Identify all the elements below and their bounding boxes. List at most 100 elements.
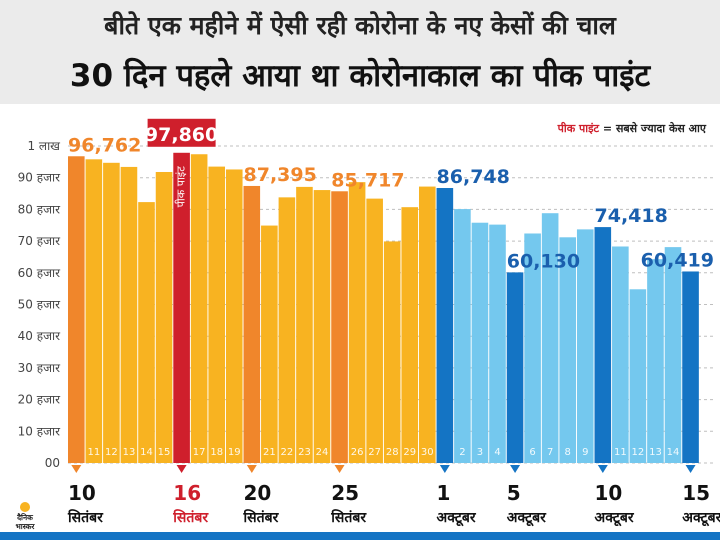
bar-date-label: 30 bbox=[421, 447, 434, 458]
bar bbox=[471, 222, 489, 463]
bar-date-label: 17 bbox=[193, 447, 206, 458]
bar-chart: 00 10 हजार 20 हजार 30 हजार 40 हजार 50 हजार 60 … bbox=[18, 118, 720, 527]
bar bbox=[647, 259, 664, 463]
value-label: 96,762 bbox=[68, 134, 141, 156]
bar-date-label: 21 bbox=[263, 447, 276, 458]
y-tick-label: 60 हजार bbox=[18, 266, 61, 280]
chart-title: बीते एक महीने में ऐसी रही कोरोना के नए क… bbox=[104, 11, 616, 40]
bar bbox=[120, 166, 138, 463]
x-month-label: सितंबर bbox=[172, 509, 209, 526]
bar-date-label: 26 bbox=[351, 447, 364, 458]
bar bbox=[506, 272, 524, 463]
bar bbox=[138, 202, 155, 463]
y-tick-label: 1 लाख bbox=[27, 139, 60, 153]
bar bbox=[489, 224, 506, 463]
x-month-label: अक्टूबर bbox=[507, 510, 547, 527]
date-marker bbox=[246, 465, 257, 473]
bar-date-label: 29 bbox=[403, 447, 416, 458]
value-label: 86,748 bbox=[437, 166, 510, 188]
date-marker bbox=[439, 465, 450, 473]
bar-date-label: 12 bbox=[105, 447, 118, 458]
value-label: 87,395 bbox=[244, 164, 317, 186]
value-label: 74,418 bbox=[595, 205, 668, 227]
bar bbox=[103, 162, 120, 463]
bar-date-label: 8 bbox=[565, 447, 571, 458]
bar bbox=[576, 229, 594, 463]
bar bbox=[612, 246, 629, 463]
bar bbox=[524, 233, 541, 463]
bar bbox=[225, 169, 243, 463]
bar-date-label: 11 bbox=[614, 447, 627, 458]
bar-date-label: 15 bbox=[158, 447, 171, 458]
x-date-label: 5 bbox=[507, 481, 521, 505]
bar bbox=[348, 182, 366, 463]
chart-subtitle: 30 दिन पहले आया था कोरोनाकाल का पीक पाइं… bbox=[69, 58, 651, 94]
bar-date-label: 4 bbox=[494, 447, 500, 458]
bar-date-label: 24 bbox=[316, 447, 329, 458]
date-marker bbox=[176, 465, 187, 473]
peak-value-box bbox=[147, 118, 216, 147]
y-tick-label: 30 हजार bbox=[18, 361, 61, 375]
bar-date-label: 7 bbox=[547, 447, 553, 458]
date-marker bbox=[334, 465, 345, 473]
bar-date-label: 28 bbox=[386, 447, 399, 458]
bar bbox=[541, 213, 559, 463]
bar bbox=[629, 289, 647, 463]
bar bbox=[436, 188, 454, 463]
x-date-label: 20 bbox=[244, 481, 272, 505]
bar-date-label: 27 bbox=[368, 447, 381, 458]
bar bbox=[419, 186, 436, 463]
bar bbox=[261, 225, 278, 463]
bar bbox=[68, 156, 85, 463]
bar bbox=[401, 207, 419, 463]
bar-date-label: 23 bbox=[298, 447, 311, 458]
logo-text-line1: दैनिक bbox=[16, 513, 34, 522]
bar bbox=[313, 190, 331, 464]
bar bbox=[278, 197, 296, 463]
date-marker bbox=[510, 465, 521, 473]
bar-date-label: 13 bbox=[123, 447, 136, 458]
bar-date-label: 3 bbox=[477, 447, 483, 458]
y-tick-label: 40 हजार bbox=[18, 329, 61, 343]
bar-date-label: 18 bbox=[210, 447, 223, 458]
value-label: 60,419 bbox=[641, 249, 714, 271]
date-marker bbox=[597, 465, 608, 473]
bar-date-label: 9 bbox=[582, 447, 588, 458]
bar bbox=[155, 171, 173, 463]
date-marker bbox=[71, 465, 82, 473]
bar bbox=[664, 247, 682, 463]
value-label: 60,130 bbox=[507, 250, 580, 272]
brand-logo: दैनिक भास्कर bbox=[16, 502, 35, 531]
date-marker bbox=[685, 465, 696, 473]
bar-date-label: 14 bbox=[140, 447, 153, 458]
bar bbox=[366, 198, 383, 463]
y-tick-label: 70 हजार bbox=[18, 234, 61, 248]
bar-date-label: 11 bbox=[87, 447, 100, 458]
bar-date-label: 22 bbox=[281, 447, 294, 458]
legend: पीक पाइंट = सबसे ज्यादा केस आए bbox=[557, 121, 707, 135]
legend-key: पीक पाइंट bbox=[557, 121, 600, 135]
x-month-label: अक्टूबर bbox=[595, 510, 635, 527]
x-month-label: सितंबर bbox=[67, 509, 104, 526]
x-month-label: सितंबर bbox=[330, 509, 367, 526]
bar bbox=[454, 209, 471, 463]
bar bbox=[173, 152, 190, 463]
y-tick-label: 80 हजार bbox=[18, 202, 61, 216]
value-label: 85,717 bbox=[331, 169, 404, 191]
y-tick-label: 50 हजार bbox=[18, 298, 61, 312]
x-date-label: 10 bbox=[68, 481, 96, 505]
bar-date-label: 19 bbox=[228, 447, 241, 458]
bar bbox=[682, 271, 699, 463]
y-tick-label: 20 हजार bbox=[18, 393, 61, 407]
bar-date-label: 13 bbox=[649, 447, 662, 458]
legend-text: = सबसे ज्यादा केस आए bbox=[599, 121, 707, 135]
y-tick-label: 00 bbox=[45, 456, 60, 470]
x-date-label: 15 bbox=[682, 481, 710, 505]
chart-header: बीते एक महीने में ऐसी रही कोरोना के नए क… bbox=[0, 0, 720, 104]
y-tick-label: 90 हजार bbox=[18, 171, 61, 185]
bar bbox=[383, 241, 401, 463]
bar-date-label: 12 bbox=[632, 447, 645, 458]
peak-value-label: 97,860 bbox=[145, 124, 218, 146]
bar bbox=[331, 191, 348, 463]
x-month-label: अक्टूबर bbox=[437, 510, 477, 527]
